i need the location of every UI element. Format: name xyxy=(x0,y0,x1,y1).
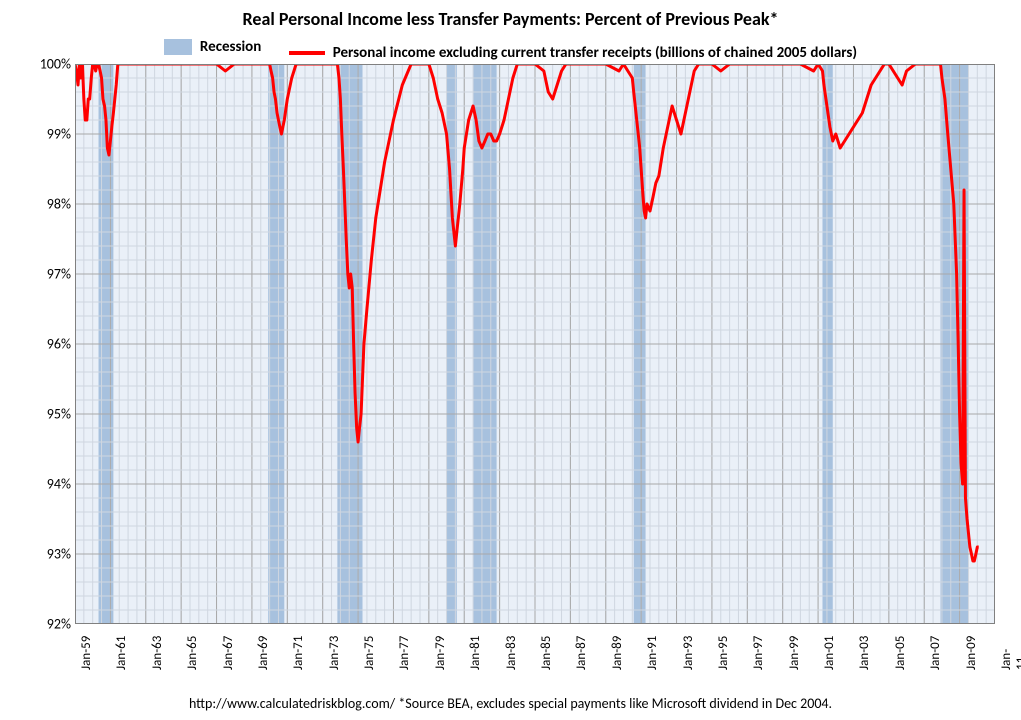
y-tick-label: 93% xyxy=(11,546,71,563)
plot-area xyxy=(75,64,995,624)
x-tick-label: Jan-65 xyxy=(185,636,200,670)
y-tick-label: 99% xyxy=(11,126,71,143)
legend-item-series: Personal income excluding current transf… xyxy=(289,44,857,62)
x-tick-label: Jan-09 xyxy=(964,636,979,670)
x-tick-label: Jan-95 xyxy=(716,636,731,670)
x-tick-label: Jan-59 xyxy=(79,636,94,670)
x-tick-label: Jan-81 xyxy=(468,636,483,670)
legend-label-recession: Recession xyxy=(200,38,261,56)
x-tick-label: Jan-63 xyxy=(150,636,165,670)
x-tick-label: Jan-99 xyxy=(787,636,802,670)
x-tick-label: Jan-87 xyxy=(574,636,589,670)
legend-swatch-series xyxy=(289,51,325,55)
x-tick-label: Jan-67 xyxy=(221,636,236,670)
x-tick-label: Jan-73 xyxy=(327,636,342,670)
x-tick-label: Jan-05 xyxy=(893,636,908,670)
x-tick-label: Jan-75 xyxy=(362,636,377,670)
x-tick-label: Jan-11 xyxy=(999,648,1021,670)
x-tick-label: Jan-61 xyxy=(114,636,129,670)
y-tick-label: 92% xyxy=(11,616,71,633)
x-tick-label: Jan-91 xyxy=(645,636,660,670)
x-tick-label: Jan-85 xyxy=(539,636,554,670)
chart-footer: http://www.calculatedriskblog.com/ *Sour… xyxy=(0,695,1021,712)
chart-title: Real Personal Income less Transfer Payme… xyxy=(0,8,1021,30)
x-tick-label: Jan-69 xyxy=(256,636,271,670)
legend-item-recession: Recession xyxy=(164,38,261,56)
x-tick-label: Jan-93 xyxy=(681,636,696,670)
y-tick-label: 98% xyxy=(11,196,71,213)
y-tick-label: 94% xyxy=(11,476,71,493)
y-tick-label: 96% xyxy=(11,336,71,353)
x-tick-label: Jan-97 xyxy=(751,636,766,670)
x-tick-label: Jan-71 xyxy=(291,636,306,670)
x-tick-label: Jan-01 xyxy=(822,636,837,670)
plot-svg xyxy=(75,64,995,624)
y-tick-label: 100% xyxy=(11,56,71,73)
chart-container: Real Personal Income less Transfer Payme… xyxy=(0,0,1021,720)
y-tick-label: 97% xyxy=(11,266,71,283)
x-tick-label: Jan-77 xyxy=(397,636,412,670)
legend-swatch-recession xyxy=(164,39,192,55)
y-tick-label: 95% xyxy=(11,406,71,423)
legend: Recession Personal income excluding curr… xyxy=(0,38,1021,62)
legend-label-series: Personal income excluding current transf… xyxy=(333,44,857,62)
x-tick-label: Jan-03 xyxy=(857,636,872,670)
x-tick-label: Jan-07 xyxy=(928,636,943,670)
x-tick-label: Jan-83 xyxy=(504,636,519,670)
x-tick-label: Jan-89 xyxy=(610,636,625,670)
x-tick-label: Jan-79 xyxy=(433,636,448,670)
